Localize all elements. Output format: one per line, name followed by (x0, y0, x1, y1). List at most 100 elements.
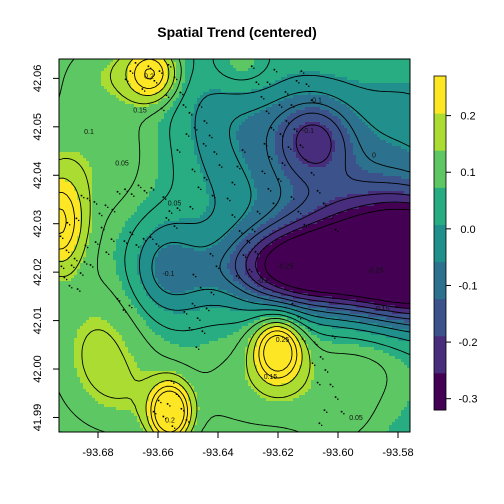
heatmap-cell (275, 173, 279, 177)
heatmap-cell (353, 68, 357, 72)
heatmap-cell (215, 65, 219, 69)
heatmap-cell (188, 95, 192, 99)
heatmap-cell (161, 182, 165, 186)
heatmap-cell (215, 176, 219, 180)
heatmap-cell (314, 107, 318, 111)
heatmap-cell (125, 134, 129, 138)
heatmap-cell (377, 68, 381, 72)
heatmap-cell (338, 68, 342, 72)
heatmap-cell (344, 107, 348, 111)
heatmap-cell (209, 152, 213, 156)
heatmap-cell (269, 161, 273, 165)
heatmap-cell (80, 158, 84, 162)
heatmap-cell (203, 104, 207, 108)
heatmap-cell (203, 146, 207, 150)
heatmap-cell (251, 65, 255, 69)
heatmap-cell (119, 83, 123, 87)
heatmap-cell (275, 155, 279, 159)
heatmap-cell (200, 110, 204, 114)
heatmap-cell (305, 71, 309, 75)
heatmap-cell (401, 137, 405, 141)
heatmap-cell (341, 164, 345, 168)
heatmap-cell (170, 122, 174, 126)
heatmap-cell (170, 95, 174, 99)
heatmap-cell (197, 137, 201, 141)
heatmap-cell (347, 182, 351, 186)
heatmap-cell (275, 65, 279, 69)
heatmap-cell (128, 77, 132, 81)
heatmap-cell (167, 146, 171, 150)
heatmap-cell (134, 173, 138, 177)
heatmap-cell (242, 68, 246, 72)
heatmap-cell (311, 146, 315, 150)
heatmap-cell (293, 152, 297, 156)
heatmap-cell (110, 77, 114, 81)
heatmap-cell (194, 128, 198, 132)
heatmap-cell (122, 74, 126, 78)
heatmap-cell (362, 122, 366, 126)
heatmap-cell (68, 101, 72, 105)
heatmap-cell (275, 131, 279, 135)
heatmap-cell (404, 131, 408, 135)
heatmap-cell (158, 185, 162, 189)
heatmap-cell (131, 68, 135, 72)
heatmap-cell (389, 116, 393, 120)
heatmap-cell (281, 125, 285, 129)
heatmap-cell (317, 71, 321, 75)
heatmap-cell (203, 59, 207, 63)
heatmap-cell (362, 68, 366, 72)
heatmap-cell (107, 146, 111, 150)
heatmap-cell (113, 146, 117, 150)
heatmap-cell (281, 164, 285, 168)
heatmap-cell (299, 170, 303, 174)
heatmap-cell (125, 101, 129, 105)
heatmap-cell (239, 65, 243, 69)
heatmap-cell (119, 170, 123, 174)
heatmap-cell (230, 68, 234, 72)
heatmap-cell (140, 119, 144, 123)
heatmap-cell (71, 122, 75, 126)
heatmap-cell (353, 113, 357, 117)
heatmap-cell (116, 71, 120, 75)
heatmap-cell (173, 62, 177, 66)
heatmap-cell (83, 98, 87, 102)
heatmap-cell (326, 98, 330, 102)
heatmap-cell (146, 161, 150, 165)
heatmap-cell (257, 122, 261, 126)
heatmap-cell (83, 116, 87, 120)
heatmap-cell (260, 74, 264, 78)
heatmap-cell (251, 158, 255, 162)
heatmap-cell (149, 131, 153, 135)
heatmap-cell (161, 59, 165, 63)
heatmap-cell (362, 155, 366, 159)
heatmap-cell (395, 158, 399, 162)
heatmap-cell (362, 65, 366, 69)
heatmap-cell (125, 155, 129, 159)
heatmap-cell (101, 158, 105, 162)
heatmap-cell (305, 59, 309, 63)
heatmap-cell (404, 92, 408, 96)
heatmap-cell (269, 74, 273, 78)
heatmap-cell (287, 149, 291, 153)
heatmap-cell (167, 65, 171, 69)
heatmap-cell (338, 59, 342, 63)
heatmap-cell (104, 113, 108, 117)
heatmap-cell (281, 110, 285, 114)
heatmap-cell (212, 185, 216, 189)
heatmap-cell (284, 149, 288, 153)
heatmap-cell (293, 107, 297, 111)
heatmap-cell (338, 155, 342, 159)
heatmap-cell (59, 146, 63, 150)
heatmap-cell (209, 155, 213, 159)
heatmap-cell (251, 185, 255, 189)
heatmap-cell (59, 113, 63, 117)
heatmap-cell (251, 101, 255, 105)
heatmap-cell (293, 98, 297, 102)
heatmap-cell (278, 80, 282, 84)
heatmap-cell (200, 179, 204, 183)
heatmap-cell (374, 65, 378, 69)
heatmap-cell (266, 143, 270, 147)
heatmap-cell (344, 77, 348, 81)
heatmap-cell (167, 110, 171, 114)
heatmap-cell (308, 92, 312, 96)
